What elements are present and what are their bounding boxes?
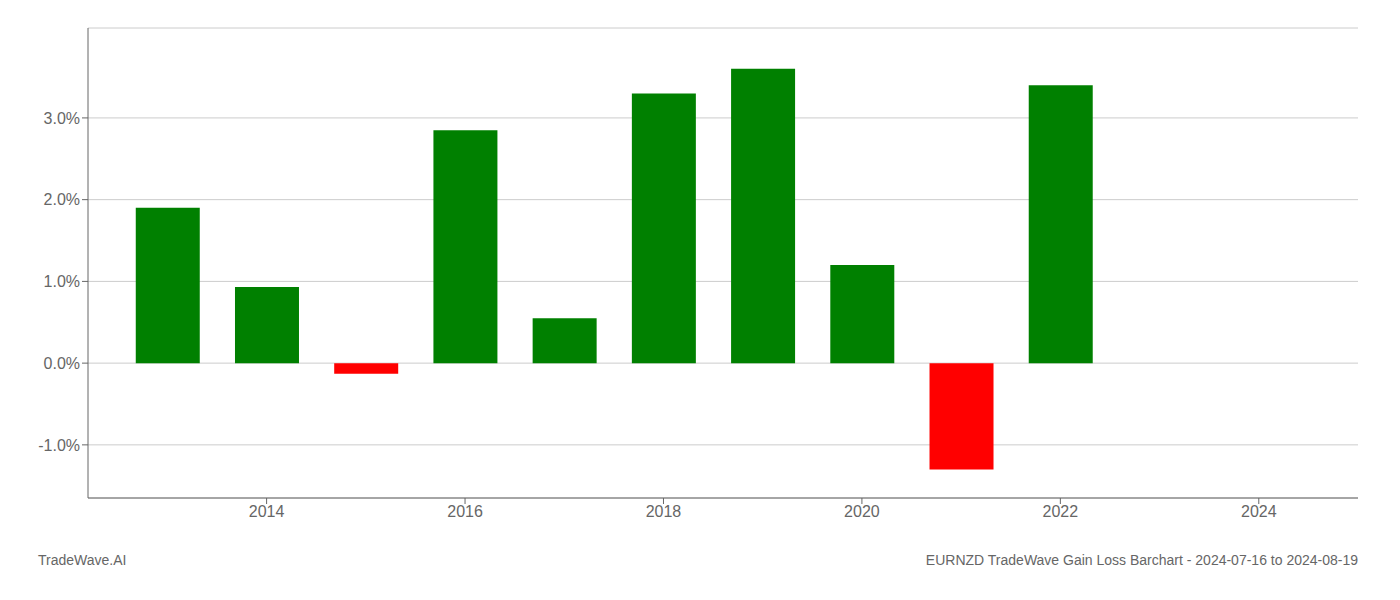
html-text:TradeWave.AI: TradeWave.AI	[38, 552, 127, 568]
svg-text:2020: 2020	[844, 503, 880, 520]
svg-text:1.0%: 1.0%	[44, 273, 80, 290]
svg-text:2018: 2018	[646, 503, 682, 520]
svg-text:2.0%: 2.0%	[44, 191, 80, 208]
svg-text:3.0%: 3.0%	[44, 110, 80, 127]
html-text:EURNZD TradeWave Gain Loss Bar: EURNZD TradeWave Gain Loss Barchart - 20…	[925, 552, 1358, 568]
svg-text:0.0%: 0.0%	[44, 355, 80, 372]
svg-text:2016: 2016	[447, 503, 483, 520]
svg-text:2024: 2024	[1241, 503, 1277, 520]
svg-text:2014: 2014	[249, 503, 285, 520]
svg-text:2022: 2022	[1043, 503, 1079, 520]
svg-text:-1.0%: -1.0%	[38, 437, 80, 454]
